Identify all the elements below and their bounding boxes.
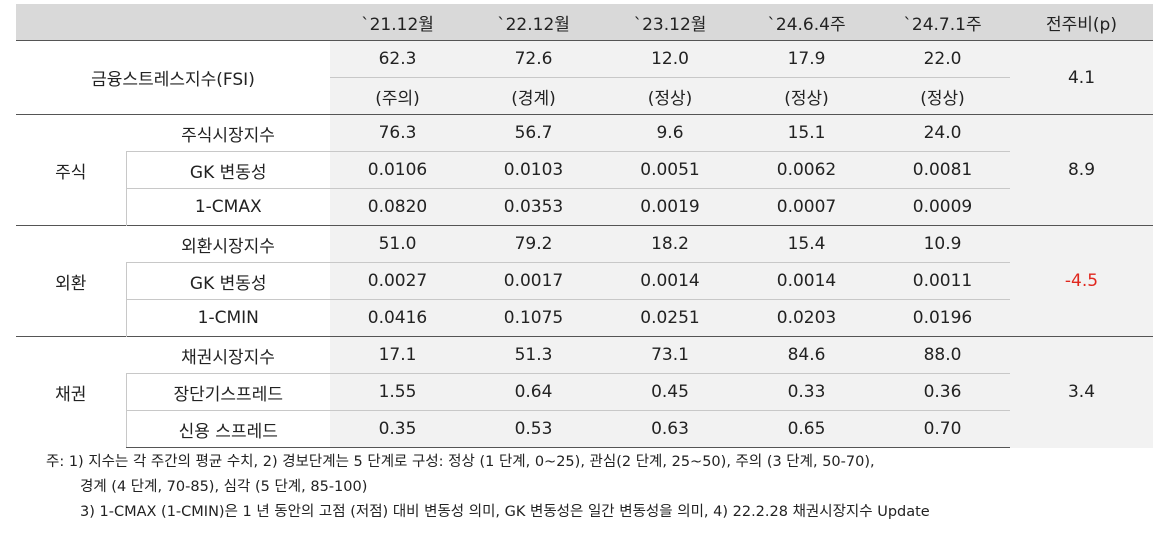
row-label: 1-CMAX [125, 188, 330, 226]
row-label: GK 변동성 [125, 262, 330, 300]
fsi-value: 62.3 [330, 40, 465, 78]
cell-value: 0.0051 [602, 151, 738, 189]
header-col-3: `23.12월 [602, 4, 738, 41]
cell-value: 0.0011 [875, 262, 1010, 300]
cell-value: 0.0251 [602, 299, 738, 337]
fsi-status: (정상) [738, 77, 875, 115]
row-label: 외환시장지수 [126, 225, 330, 263]
cell-value: 18.2 [602, 225, 738, 263]
cell-value: 0.0014 [602, 262, 738, 300]
cell-value: 0.0007 [738, 188, 875, 226]
cell-value: 24.0 [875, 114, 1010, 152]
header-blank [16, 4, 330, 41]
cell-value: 0.0103 [465, 151, 602, 189]
cell-value: 15.4 [738, 225, 875, 263]
cell-value: 51.3 [465, 336, 602, 374]
cell-value: 0.0203 [738, 299, 875, 337]
fsi-status: (경계) [465, 77, 602, 115]
row-label: 장단기스프레드 [125, 373, 330, 411]
cell-value: 76.3 [330, 114, 465, 152]
cell-value: 0.0019 [602, 188, 738, 226]
row-label: 1-CMIN [125, 299, 330, 337]
cell-value: 0.64 [465, 373, 602, 411]
cell-value: 15.1 [738, 114, 875, 152]
cell-value: 9.6 [602, 114, 738, 152]
header-col-5: `24.7.1주 [875, 4, 1010, 41]
cell-value: 0.70 [875, 410, 1010, 448]
row-label: 주식시장지수 [126, 114, 330, 152]
fsi-label: 금융스트레스지수(FSI) [16, 40, 330, 115]
cell-value: 56.7 [465, 114, 602, 152]
cell-value: 84.6 [738, 336, 875, 374]
cell-value: 10.9 [875, 225, 1010, 263]
cell-value: 73.1 [602, 336, 738, 374]
cell-value: 0.45 [602, 373, 738, 411]
cell-value: 0.0062 [738, 151, 875, 189]
group-label-fx: 외환 [16, 225, 126, 337]
row-label: GK 변동성 [125, 151, 330, 189]
group-change-stock: 8.9 [1010, 114, 1153, 226]
cell-value: 0.33 [738, 373, 875, 411]
cell-value: 88.0 [875, 336, 1010, 374]
header-col-2: `22.12월 [465, 4, 602, 41]
fsi-table: `21.12월 `22.12월 `23.12월 `24.6.4주 `24.7.1… [16, 4, 1153, 448]
table-row: 외환 외환시장지수 51.0 79.2 18.2 15.4 10.9 -4.5 [16, 225, 1153, 337]
cell-value: 0.0081 [875, 151, 1010, 189]
group-change-bond: 3.4 [1010, 336, 1153, 448]
table-row: 1-CMAX 0.0820 0.0353 0.0019 0.0007 0.000… [16, 188, 1153, 226]
fsi-status: (정상) [875, 77, 1010, 115]
cell-value: 79.2 [465, 225, 602, 263]
fsi-value: 72.6 [465, 40, 602, 78]
cell-value: 0.0014 [738, 262, 875, 300]
cell-value: 0.0027 [330, 262, 465, 300]
cell-value: 51.0 [330, 225, 465, 263]
footnote-line: 경계 (4 단계, 70-85), 심각 (5 단계, 85-100) [80, 479, 368, 495]
footnotes: 주: 1) 지수는 각 주간의 평균 수치, 2) 경보단계는 5 단계로 구성… [46, 450, 930, 525]
cell-value: 0.65 [738, 410, 875, 448]
row-label: 채권시장지수 [126, 336, 330, 374]
cell-value: 0.0353 [465, 188, 602, 226]
group-label-stock: 주식 [16, 114, 126, 226]
group-label-bond: 채권 [16, 336, 126, 448]
cell-value: 0.0820 [330, 188, 465, 226]
cell-value: 17.1 [330, 336, 465, 374]
table-row: 채권 채권시장지수 17.1 51.3 73.1 84.6 88.0 3.4 [16, 336, 1153, 448]
fsi-value: 17.9 [738, 40, 875, 78]
header-col-4: `24.6.4주 [738, 4, 875, 41]
cell-value: 0.63 [602, 410, 738, 448]
table-row: GK 변동성 0.0027 0.0017 0.0014 0.0014 0.001… [16, 262, 1153, 300]
row-label: 신용 스프레드 [125, 410, 330, 448]
cell-value: 0.36 [875, 373, 1010, 411]
cell-value: 0.0416 [330, 299, 465, 337]
cell-value: 0.0196 [875, 299, 1010, 337]
cell-value: 0.53 [465, 410, 602, 448]
table-row: 장단기스프레드 1.55 0.64 0.45 0.33 0.36 [16, 373, 1153, 411]
group-change-fx: -4.5 [1010, 225, 1153, 337]
header-col-1: `21.12월 [330, 4, 465, 41]
cell-value: 1.55 [330, 373, 465, 411]
cell-value: 0.0009 [875, 188, 1010, 226]
header-change: 전주비(p) [1010, 4, 1153, 41]
fsi-row-values: 금융스트레스지수(FSI) 62.3 72.6 12.0 17.9 22.0 4… [16, 40, 1153, 115]
fsi-row-status: (주의) (경계) (정상) (정상) (정상) [16, 77, 1153, 115]
table-row: 1-CMIN 0.0416 0.1075 0.0251 0.0203 0.019… [16, 299, 1153, 337]
cell-value: 0.35 [330, 410, 465, 448]
fsi-status: (주의) [330, 77, 465, 115]
header-row: `21.12월 `22.12월 `23.12월 `24.6.4주 `24.7.1… [16, 4, 1153, 41]
table-row: GK 변동성 0.0106 0.0103 0.0051 0.0062 0.008… [16, 151, 1153, 189]
fsi-change: 4.1 [1010, 40, 1153, 115]
cell-value: 0.0017 [465, 262, 602, 300]
fsi-status: (정상) [602, 77, 738, 115]
footnote-line: 3) 1-CMAX (1-CMIN)은 1 년 동안의 고점 (저점) 대비 변… [80, 504, 930, 520]
fsi-value: 12.0 [602, 40, 738, 78]
cell-value: 0.0106 [330, 151, 465, 189]
table-row: 신용 스프레드 0.35 0.53 0.63 0.65 0.70 [16, 410, 1153, 448]
cell-value: 0.1075 [465, 299, 602, 337]
table-row: 주식 주식시장지수 76.3 56.7 9.6 15.1 24.0 8.9 [16, 114, 1153, 226]
footnote-line: 주: 1) 지수는 각 주간의 평균 수치, 2) 경보단계는 5 단계로 구성… [46, 454, 875, 470]
fsi-value: 22.0 [875, 40, 1010, 78]
